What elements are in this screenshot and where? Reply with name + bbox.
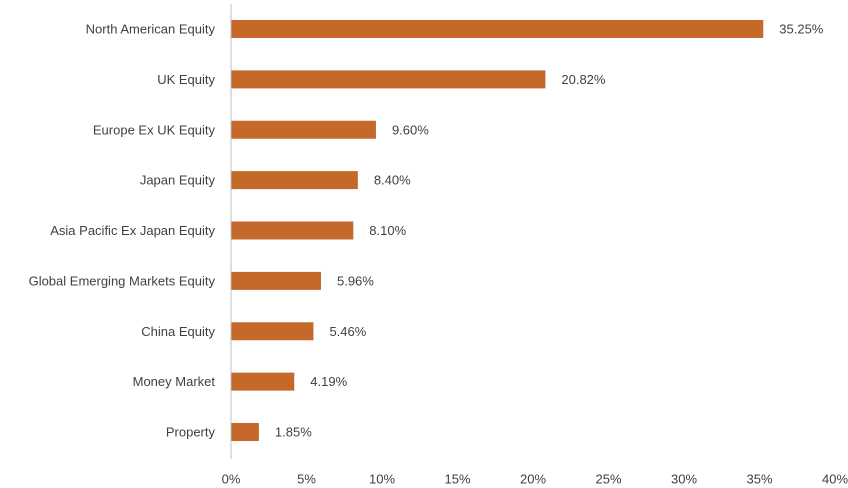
category-label-6: China Equity [141, 324, 215, 339]
bar-7 [231, 372, 295, 391]
value-label-7: 4.19% [310, 374, 347, 389]
category-label-7: Money Market [133, 374, 216, 389]
value-label-5: 5.96% [337, 273, 374, 288]
x-tick-labels: 0% 5% 10% 15% 20% 25% 30% 35% 40% [222, 472, 848, 487]
value-label-0: 35.25% [779, 22, 824, 37]
value-label-6: 5.46% [329, 324, 366, 339]
x-tick-label-8: 40% [822, 472, 848, 487]
x-tick-label-1: 5% [297, 472, 316, 487]
value-label-8: 1.85% [275, 425, 312, 440]
category-label-0: North American Equity [86, 22, 216, 37]
bar-0 [231, 20, 764, 38]
category-label-4: Asia Pacific Ex Japan Equity [50, 223, 215, 238]
bar-4 [231, 221, 354, 240]
x-tick-label-7: 35% [746, 472, 772, 487]
x-tick-label-3: 15% [444, 472, 470, 487]
category-label-5: Global Emerging Markets Equity [29, 273, 216, 288]
bar-2 [231, 120, 376, 139]
x-tick-label-4: 20% [520, 472, 546, 487]
category-label-8: Property [166, 425, 216, 440]
value-labels: 35.25% 20.82% 9.60% 8.40% 8.10% 5.96% 5.46% 4.1… [275, 22, 824, 440]
bar-5 [231, 271, 321, 290]
value-label-2: 9.60% [392, 122, 429, 137]
value-label-3: 8.40% [374, 173, 411, 188]
x-tick-label-6: 30% [671, 472, 697, 487]
category-label-1: UK Equity [157, 72, 215, 87]
value-label-1: 20.82% [561, 72, 606, 87]
bar-1 [231, 70, 546, 89]
bars-layer [231, 20, 764, 441]
category-label-3: Japan Equity [140, 173, 216, 188]
category-labels: North American Equity UK Equity Europe Ex … [29, 22, 216, 440]
x-tick-label-5: 25% [595, 472, 621, 487]
value-label-4: 8.10% [369, 223, 406, 238]
bar-6 [231, 322, 314, 341]
category-label-2: Europe Ex UK Equity [93, 122, 216, 137]
bar-8 [231, 423, 259, 441]
x-tick-label-2: 10% [369, 472, 395, 487]
x-tick-label-0: 0% [222, 472, 241, 487]
bar-3 [231, 171, 358, 190]
